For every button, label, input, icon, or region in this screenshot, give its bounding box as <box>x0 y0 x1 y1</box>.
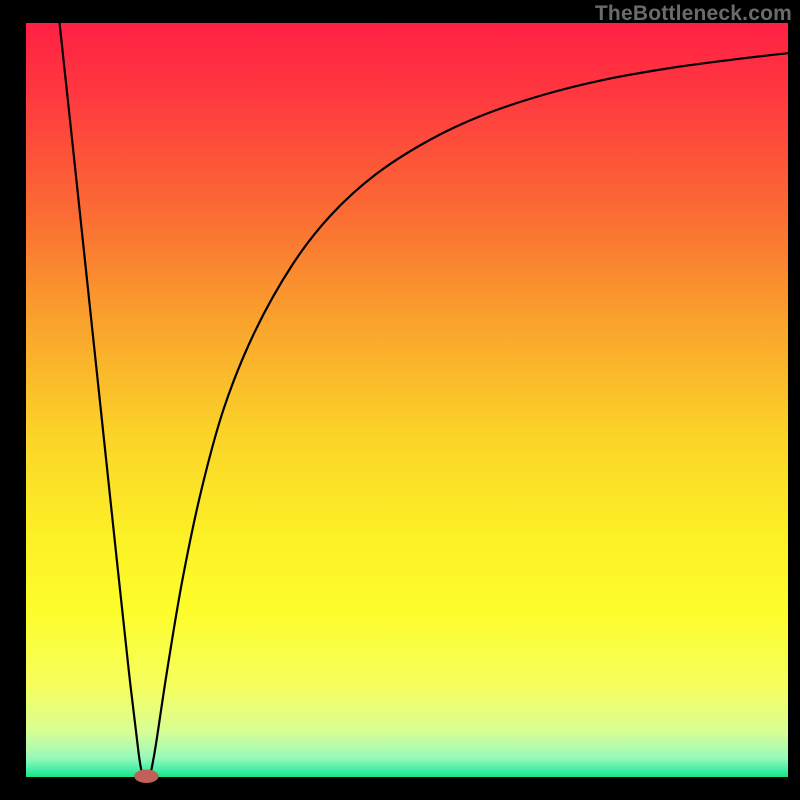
minimum-marker <box>134 769 158 783</box>
plot-gradient-background <box>26 23 788 777</box>
chart-container: TheBottleneck.com <box>0 0 800 800</box>
bottleneck-chart <box>0 0 800 800</box>
watermark-text: TheBottleneck.com <box>595 2 792 26</box>
